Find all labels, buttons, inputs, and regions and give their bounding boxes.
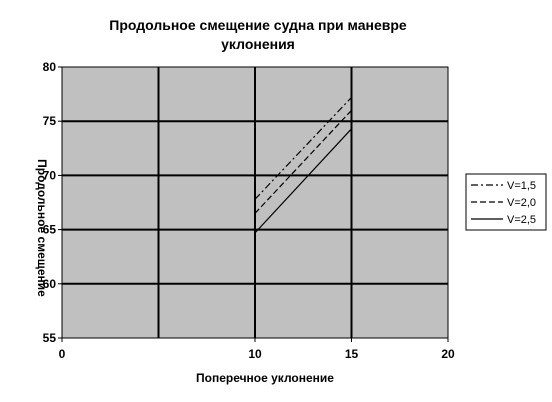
- y-tick-label: 55: [43, 331, 57, 345]
- series-line-1: [254, 96, 352, 200]
- y-tick-label: 60: [43, 277, 57, 291]
- legend: V=1,5 V=2,0 V=2,5: [465, 173, 547, 231]
- y-tick-label: 80: [43, 60, 57, 74]
- y-tick-label: 65: [43, 223, 57, 237]
- grid-layer: [62, 67, 448, 338]
- legend-label: V=1,5: [507, 180, 536, 192]
- y-axis-label: Продольное смещение: [35, 159, 49, 297]
- legend-label: V=2,0: [507, 197, 536, 209]
- x-tick-label: 15: [345, 347, 359, 361]
- series-line-2: [254, 109, 352, 214]
- y-tick-label: 70: [43, 168, 57, 182]
- x-tick-label: 10: [248, 347, 262, 361]
- y-tick-label: 75: [43, 114, 57, 128]
- tick-layer: 55 60 65 70 75 80 0 10 15 20: [43, 60, 455, 361]
- x-tick-label: 20: [441, 347, 455, 361]
- x-tick-label: 0: [59, 347, 66, 361]
- legend-label: V=2,5: [507, 214, 536, 226]
- series-line-3: [254, 128, 352, 234]
- x-axis-label: Поперечное уклонение: [196, 371, 334, 385]
- legend-box: [465, 173, 547, 231]
- chart-title-line-2: уклонения: [221, 36, 295, 52]
- chart-title-line-1: Продольное смещение судна при маневре: [109, 17, 407, 33]
- series-layer: [254, 96, 352, 234]
